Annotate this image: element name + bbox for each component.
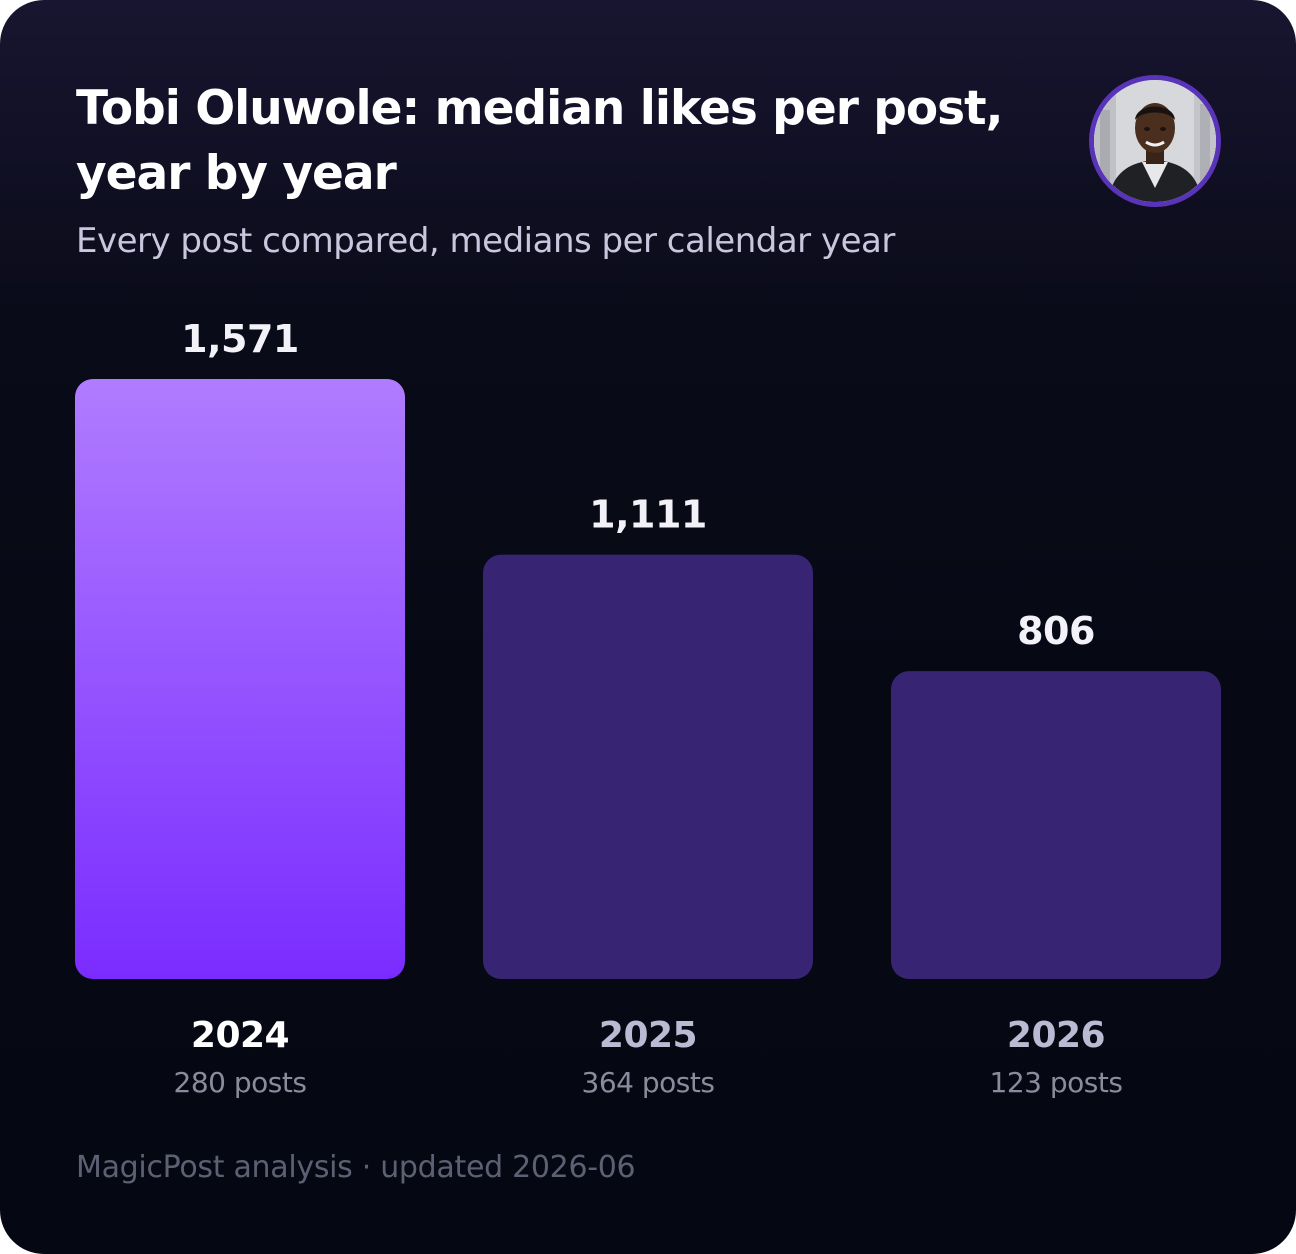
avatar (1089, 75, 1221, 207)
bar-2025 (483, 554, 813, 979)
posts-label-2026: 123 posts (990, 1066, 1123, 1099)
posts-label-2024: 280 posts (174, 1066, 307, 1099)
year-label-2025: 2025 (599, 1015, 697, 1056)
footer-credit: MagicPost analysis · updated 2026-06 (76, 1150, 636, 1185)
value-label-2024: 1,571 (181, 317, 299, 361)
year-label-2024: 2024 (191, 1015, 289, 1056)
bar-2024 (75, 379, 405, 979)
chart-title: Tobi Oluwole: median likes per post, yea… (76, 81, 1003, 201)
year-label-2026: 2026 (1007, 1015, 1105, 1056)
chart-subtitle: Every post compared, medians per calenda… (76, 221, 895, 261)
value-label-2025: 1,111 (589, 493, 707, 537)
posts-label-2025: 364 posts (582, 1066, 715, 1099)
value-label-2026: 806 (1017, 609, 1095, 653)
bar-2026 (891, 671, 1221, 979)
